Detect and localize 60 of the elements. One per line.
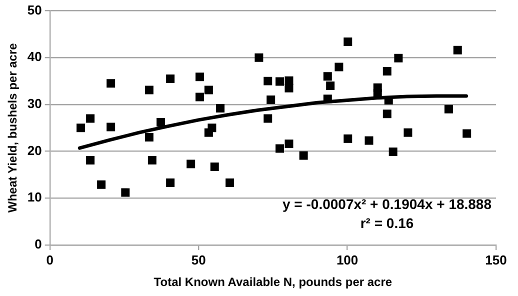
point bbox=[382, 110, 392, 118]
point bbox=[276, 144, 284, 153]
point bbox=[226, 178, 234, 187]
point bbox=[121, 188, 130, 197]
point bbox=[166, 178, 175, 187]
point bbox=[76, 124, 86, 132]
point bbox=[344, 37, 352, 46]
y-axis-title: Wheat Yield, bushels per acre bbox=[6, 42, 20, 213]
point bbox=[264, 76, 272, 86]
point bbox=[444, 104, 453, 114]
point bbox=[186, 160, 196, 168]
point bbox=[276, 77, 284, 86]
y-tick-label: 10 bbox=[27, 190, 42, 205]
point bbox=[334, 62, 344, 72]
point bbox=[373, 88, 382, 98]
point bbox=[266, 96, 276, 104]
x-tick-label: 150 bbox=[485, 252, 507, 268]
y-tick-label: 50 bbox=[27, 2, 42, 18]
point bbox=[106, 79, 116, 88]
point bbox=[344, 134, 352, 143]
point bbox=[208, 124, 216, 132]
x-tick-label: 50 bbox=[191, 252, 206, 268]
annotation: y = -0.0007x² + 0.1904x + 18.888 bbox=[282, 196, 492, 212]
x-tick-label: 0 bbox=[46, 252, 54, 268]
point bbox=[86, 114, 95, 123]
point bbox=[364, 136, 374, 145]
y-tick-label: 20 bbox=[27, 142, 42, 158]
x-tick-label: 100 bbox=[336, 252, 358, 268]
point bbox=[284, 84, 294, 92]
point bbox=[216, 104, 225, 112]
point bbox=[254, 53, 264, 62]
point bbox=[299, 151, 308, 160]
point bbox=[86, 156, 95, 164]
point bbox=[144, 86, 154, 94]
point bbox=[106, 122, 116, 132]
point bbox=[323, 94, 332, 104]
point bbox=[156, 118, 166, 127]
annotation: r² = 0.16 bbox=[360, 214, 414, 231]
y-tick-label: 40 bbox=[27, 49, 42, 64]
point bbox=[323, 72, 332, 81]
point bbox=[144, 133, 154, 142]
y-tick-label: 30 bbox=[27, 96, 42, 112]
point bbox=[196, 72, 204, 82]
point bbox=[204, 86, 213, 94]
point bbox=[210, 162, 219, 172]
point bbox=[382, 66, 392, 76]
point bbox=[388, 148, 398, 156]
point bbox=[326, 82, 335, 90]
x-axis-title: Total Known Available N, pounds per acre bbox=[154, 275, 392, 290]
point bbox=[97, 180, 106, 189]
point bbox=[404, 128, 412, 137]
point bbox=[462, 129, 472, 138]
point bbox=[394, 54, 403, 62]
point bbox=[264, 114, 272, 123]
point bbox=[196, 92, 204, 102]
point bbox=[284, 140, 294, 148]
y-tick-label: 0 bbox=[34, 236, 42, 252]
point bbox=[166, 74, 175, 83]
point bbox=[148, 156, 156, 164]
point bbox=[453, 46, 462, 54]
